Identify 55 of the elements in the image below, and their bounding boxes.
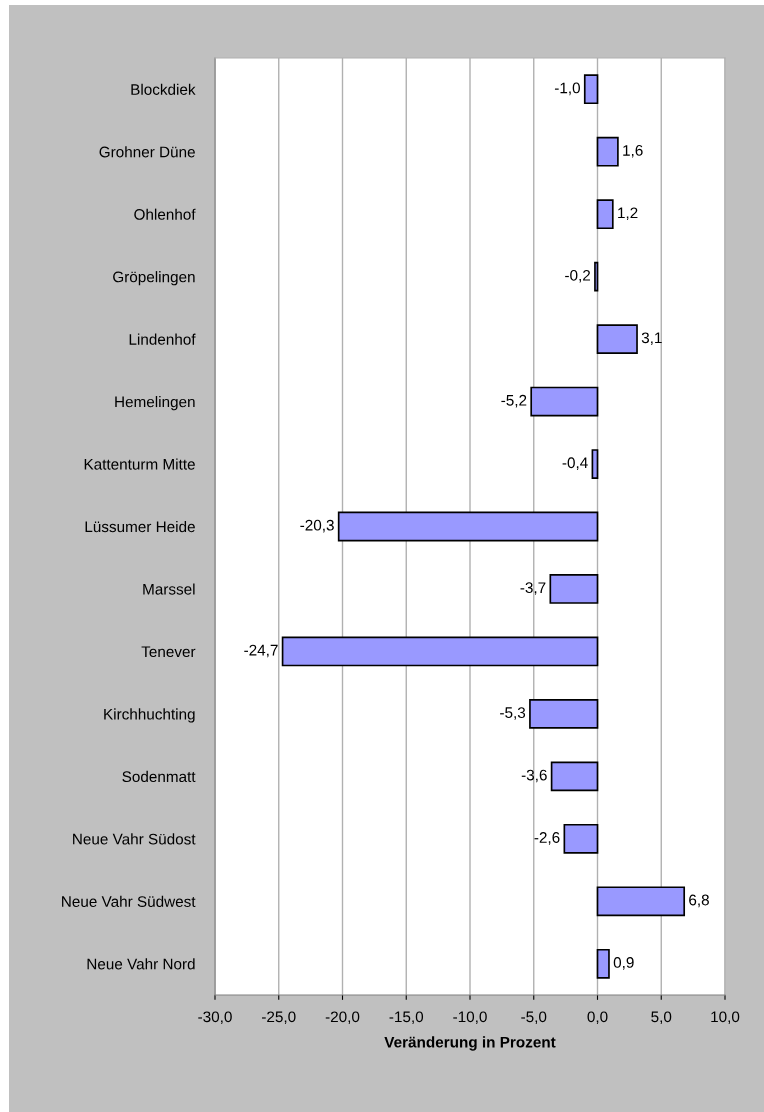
y-tick-label: Blockdiek [131, 83, 196, 95]
data-label: -2,6 [534, 832, 560, 845]
data-label: -24,7 [244, 644, 278, 658]
data-label: 1,2 [618, 207, 638, 221]
y-tick-label: Kirchhuchting [104, 708, 195, 723]
bar [591, 449, 599, 479]
data-label: 6,8 [689, 894, 709, 908]
x-tick-label: -10,0 [453, 1011, 487, 1024]
data-label: -5,2 [501, 394, 527, 408]
data-label: -5,3 [500, 707, 526, 720]
y-tick-label: Gröpelingen [113, 271, 195, 286]
data-label: -0,4 [562, 457, 588, 470]
y-tick-label: Lüssumer Heide [85, 520, 195, 533]
y-tick-label: Sodenmatt [122, 770, 196, 783]
x-tick-label: -25,0 [262, 1011, 296, 1024]
y-tick-label: Lindenhof [129, 333, 196, 345]
x-tick-label: -5,0 [521, 1011, 547, 1024]
data-label: -3,7 [520, 582, 546, 595]
y-tick-label: Neue Vahr Nord [87, 958, 195, 970]
bar [596, 948, 610, 979]
bar [563, 823, 599, 854]
bar [596, 324, 638, 354]
bar [550, 761, 599, 792]
x-axis-title: Veränderung in Prozent [384, 1036, 556, 1051]
y-tick-label: Hemelingen [115, 396, 195, 411]
bar [529, 699, 599, 729]
bar [594, 261, 599, 292]
data-label: -0,2 [565, 269, 591, 283]
data-label: 0,9 [613, 957, 634, 970]
bar [530, 386, 599, 417]
x-tick-label: -15,0 [389, 1011, 424, 1024]
bar [596, 886, 686, 917]
bar [281, 636, 599, 667]
data-label: 1,6 [623, 144, 643, 158]
x-tick-label: 0,0 [587, 1011, 608, 1024]
y-tick-label: Neue Vahr Südwest [62, 895, 196, 907]
bar [596, 136, 619, 167]
y-tick-label: Kattenturm Mitte [84, 458, 195, 470]
x-tick-label: 5,0 [651, 1011, 672, 1024]
data-label: -20,3 [300, 519, 334, 533]
bar [549, 574, 599, 604]
data-label: -3,6 [521, 769, 547, 783]
y-tick-label: Neue Vahr Südost [73, 833, 196, 845]
bar [337, 511, 599, 542]
y-tick-label: Tenever [141, 646, 196, 658]
bar [596, 199, 614, 230]
bar [583, 74, 599, 105]
x-tick-label: -30,0 [198, 1011, 232, 1024]
y-tick-label: Grohner Düne [99, 146, 195, 158]
y-tick-label: Ohlenhof [134, 208, 196, 220]
y-tick-label: Marssel [143, 583, 195, 595]
x-tick-label: 10,0 [711, 1011, 740, 1024]
data-label: -1,0 [554, 82, 580, 96]
x-tick-label: -20,0 [325, 1011, 360, 1024]
data-label: 3,1 [641, 332, 662, 346]
